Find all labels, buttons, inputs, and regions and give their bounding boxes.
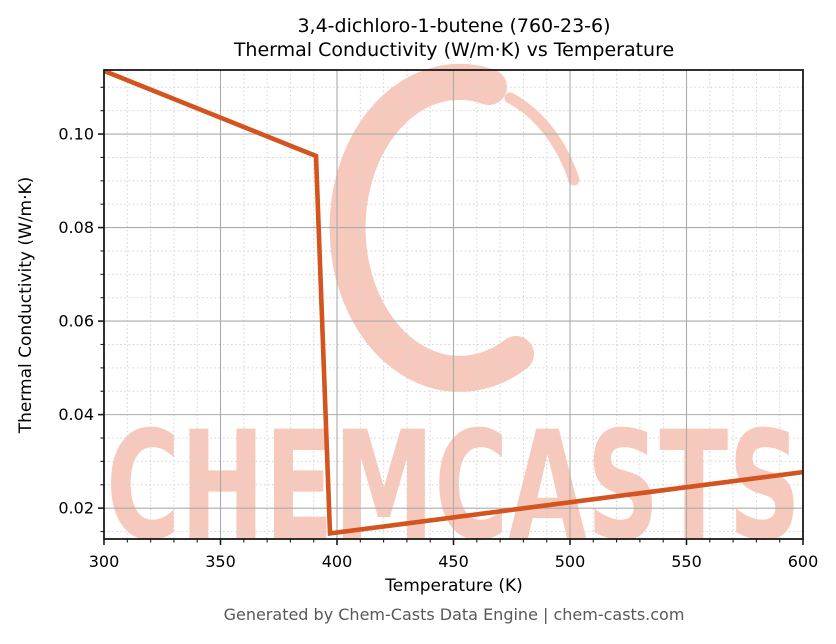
x-axis-label: Temperature (K) xyxy=(385,576,523,596)
x-tick-label: 300 xyxy=(89,552,120,571)
y-tick-label: 0.06 xyxy=(58,312,94,331)
x-tick-label: 350 xyxy=(205,552,236,571)
data-line xyxy=(103,68,804,537)
y-tick-label: 0.04 xyxy=(58,405,94,424)
chart-title-line2: Thermal Conductivity (W/m·K) vs Temperat… xyxy=(233,39,675,61)
x-tick-label: 500 xyxy=(555,552,586,571)
x-tick-label: 550 xyxy=(671,552,702,571)
y-tick-label: 0.08 xyxy=(58,218,94,237)
x-tick-label: 400 xyxy=(322,552,353,571)
y-tick-label: 0.10 xyxy=(58,125,94,144)
chemcasts-c-swirl xyxy=(329,63,534,392)
x-tick-label: 450 xyxy=(438,552,469,571)
chart-title-line1: 3,4-dichloro-1-butene (760-23-6) xyxy=(297,15,611,37)
footer-credit: Generated by Chem-Casts Data Engine | ch… xyxy=(223,605,685,624)
y-tick-label: 0.02 xyxy=(58,499,94,518)
x-tick-label: 600 xyxy=(788,552,819,571)
